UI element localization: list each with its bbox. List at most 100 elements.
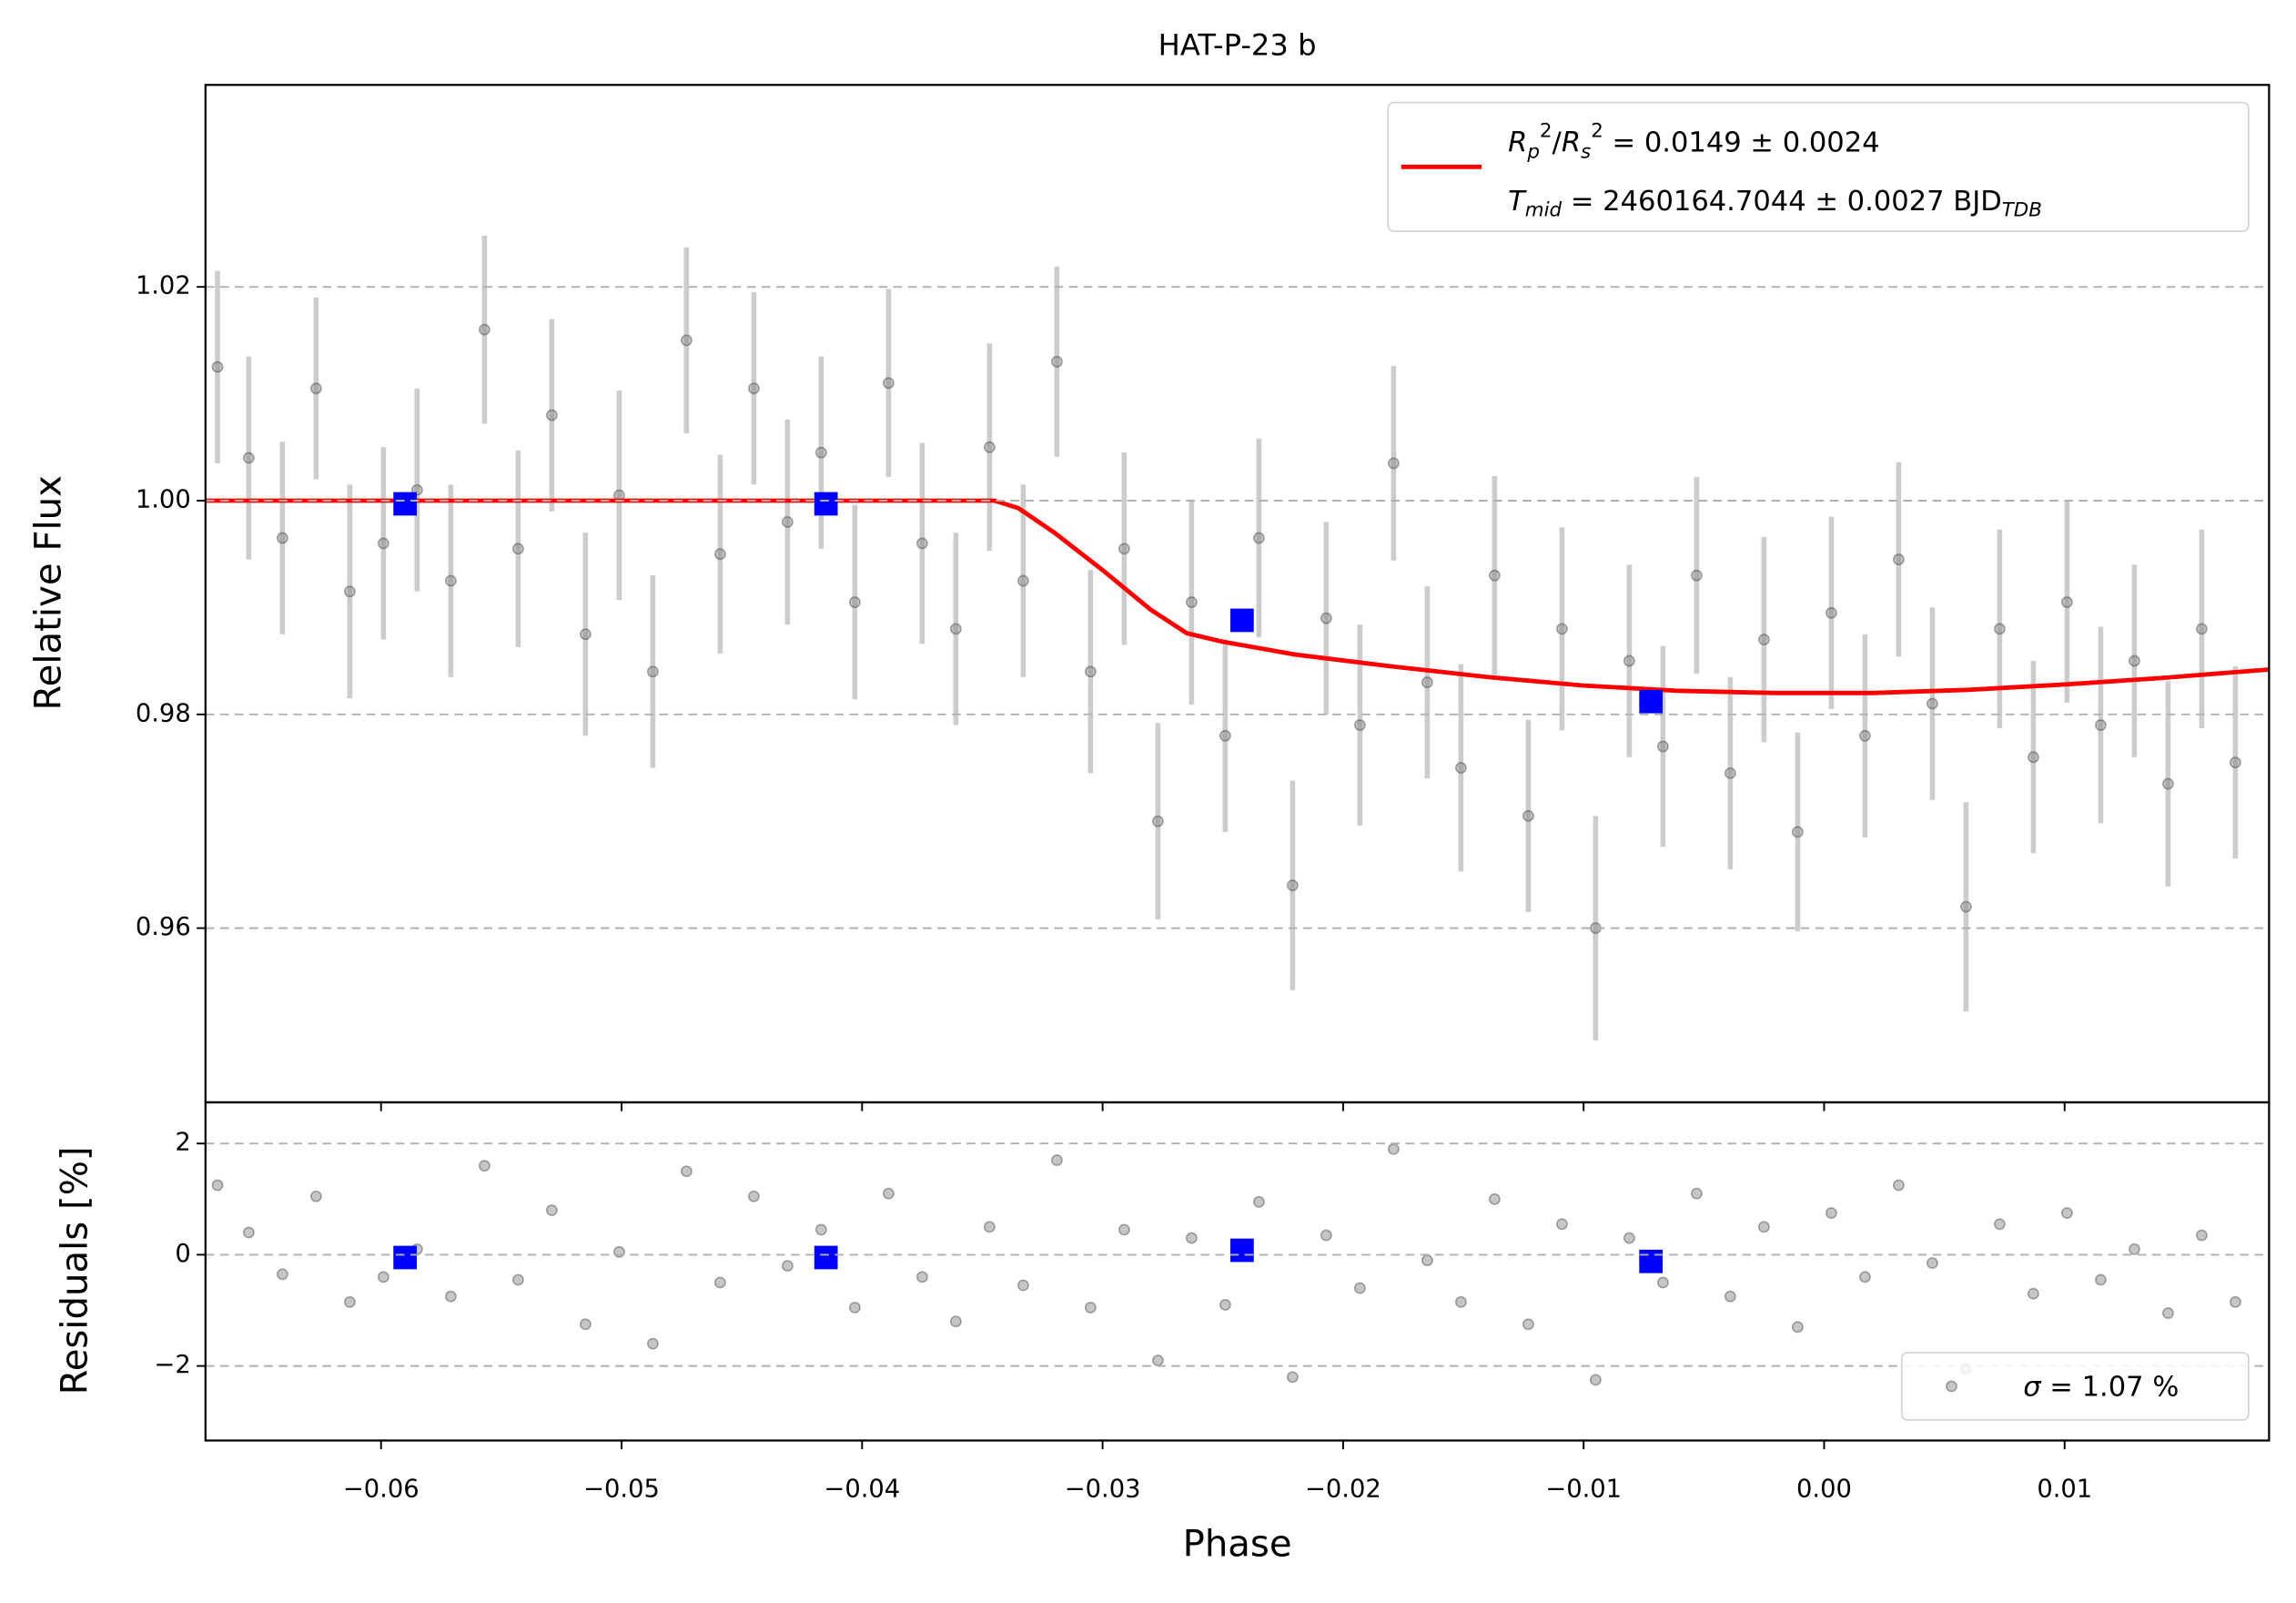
legend-box [1900, 1352, 2250, 1421]
legend-text-part: T [1508, 185, 1527, 217]
data-point [1858, 729, 1871, 742]
binned-point [814, 1245, 838, 1270]
data-point [1050, 1154, 1063, 1166]
data-point [1656, 1276, 1669, 1289]
data-point [646, 665, 659, 678]
data-point [1926, 697, 1938, 710]
data-point [781, 516, 794, 528]
data-point [309, 382, 322, 395]
data-point [211, 360, 224, 373]
data-point [579, 1318, 592, 1331]
data-point [1488, 1192, 1501, 1205]
data-point [1555, 623, 1568, 635]
data-point [242, 451, 255, 464]
data-point [276, 532, 288, 544]
legend-text: σ = 1.07 % [2023, 1371, 2179, 1403]
data-point [478, 323, 491, 336]
legend-box [1387, 101, 2250, 232]
data-point [2060, 1207, 2073, 1220]
data-point [1791, 1321, 1804, 1334]
data-point [1791, 826, 1804, 838]
data-point [276, 1268, 288, 1281]
data-point [1623, 654, 1635, 667]
data-point [949, 1315, 962, 1328]
x-tick-label: −0.03 [1065, 1476, 1141, 1504]
data-point [1656, 740, 1669, 753]
data-point [1926, 1257, 1938, 1270]
data-point [1825, 1207, 1837, 1220]
data-point [747, 382, 760, 395]
legend-text: Rp2/Rs2 = 0.0149 ± 0.0024 [1508, 120, 1880, 164]
data-point [2195, 1229, 2208, 1242]
x-tick-label: 0.00 [1796, 1476, 1852, 1504]
data-point [713, 548, 726, 561]
data-point [1724, 1290, 1736, 1303]
data-point [2128, 1243, 2140, 1255]
data-point [882, 377, 895, 390]
data-point [680, 334, 693, 347]
data-point [848, 1302, 861, 1314]
x-tick-label: −0.04 [824, 1476, 900, 1504]
data-point [2027, 751, 2039, 764]
legend-marker [1945, 1380, 1957, 1393]
data-point [1353, 1282, 1366, 1294]
data-point [1421, 676, 1433, 689]
data-point [2027, 1287, 2039, 1300]
axes-frame [204, 84, 2271, 1104]
y-tick-label: −2 [154, 1351, 190, 1379]
data-point [1892, 1179, 1905, 1192]
data-point [1017, 1279, 1029, 1292]
data-point [309, 1190, 322, 1202]
data-point [2229, 756, 2241, 769]
legend-text-part: / [1553, 127, 1563, 158]
data-point [646, 1337, 659, 1350]
data-point [1690, 569, 1703, 582]
data-point [814, 446, 827, 459]
data-point [377, 1271, 389, 1283]
data-point [1757, 1221, 1770, 1233]
model-line [205, 498, 2270, 695]
legend-text-part: R [1508, 127, 1527, 158]
data-point [1151, 1354, 1164, 1366]
data-point [1589, 1374, 1602, 1386]
data-point [1690, 1187, 1703, 1200]
data-point [1252, 532, 1265, 544]
data-point [545, 1204, 558, 1216]
data-point [377, 537, 389, 550]
data-point [915, 537, 928, 550]
data-point [713, 1276, 726, 1289]
data-point [1286, 879, 1299, 892]
data-point [983, 1221, 996, 1233]
data-point [1353, 719, 1366, 731]
binned-point [1639, 1249, 1664, 1273]
data-point [882, 1187, 895, 1200]
y-tick-label: 1.02 [136, 272, 191, 300]
data-point [1050, 355, 1063, 368]
data-point [1017, 574, 1029, 587]
chart-title: HAT-P-23 b [1158, 27, 1317, 62]
legend-text-part: 2 [1540, 120, 1553, 143]
data-point [2094, 719, 2107, 731]
data-point [1421, 1254, 1433, 1266]
data-point [1084, 665, 1097, 678]
binned-point [393, 1245, 418, 1270]
y-tick-label: 0 [175, 1240, 190, 1268]
x-tick-label: −0.06 [343, 1476, 420, 1504]
data-point [2195, 623, 2208, 635]
y-tick-label: 0.96 [136, 913, 191, 941]
data-point [2161, 1307, 2174, 1319]
data-point [211, 1179, 224, 1192]
y-axis-label: Relative Flux [27, 475, 69, 710]
data-point [343, 1295, 356, 1308]
legend-text-part: σ [2023, 1371, 2042, 1403]
data-point [1286, 1371, 1299, 1384]
data-point [915, 1271, 928, 1283]
data-point [2128, 654, 2140, 667]
data-point [1185, 596, 1198, 608]
data-point [1959, 900, 1972, 913]
data-point [1724, 766, 1736, 779]
data-point [1320, 612, 1332, 624]
y-tick-label: 2 [175, 1129, 190, 1157]
data-point [1252, 1195, 1265, 1208]
data-point [949, 623, 962, 635]
